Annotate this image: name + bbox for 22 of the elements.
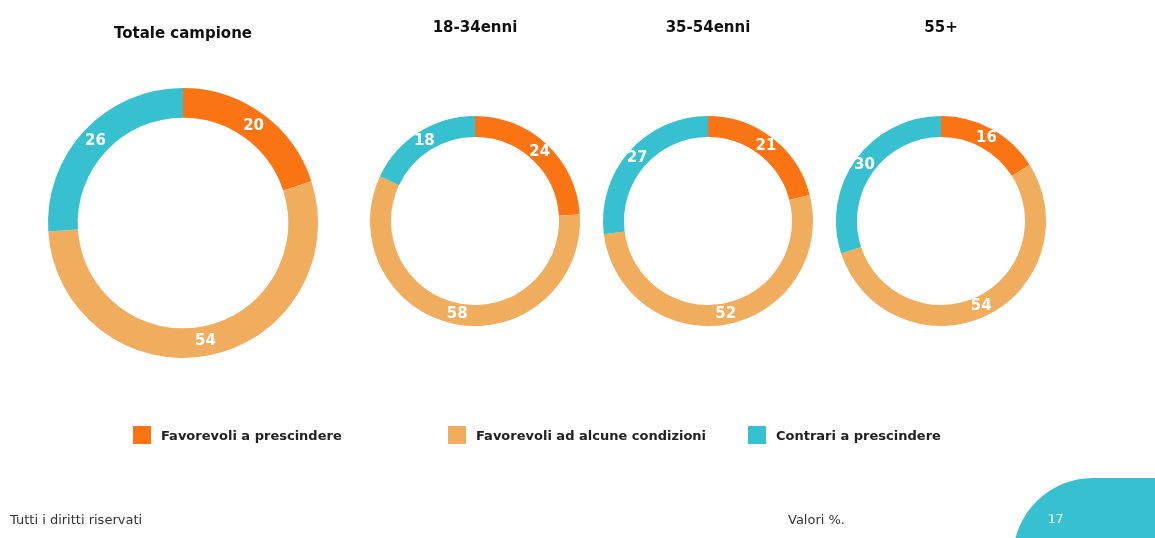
data-label: 58 [446, 303, 468, 322]
data-label: 27 [626, 148, 648, 167]
data-label: 30 [854, 155, 875, 174]
text: Valori %. [788, 512, 845, 527]
legend-label: Contrari a prescindere [776, 427, 941, 443]
legend-label: Favorevoli ad alcune condizioni [476, 427, 707, 443]
data-label: 20 [243, 115, 265, 134]
data-label: 54 [195, 330, 216, 349]
data-label: 18 [413, 131, 435, 150]
text: Tutti i diritti riservati [10, 512, 143, 527]
data-label: 16 [976, 128, 997, 147]
text: 17 [1048, 512, 1064, 526]
chart-title: Totale campione [112, 24, 254, 42]
chart-title: 35-54enni [664, 18, 752, 36]
data-label: 52 [715, 303, 737, 322]
chart-title: 18-34enni [431, 18, 519, 36]
data-label: 21 [755, 136, 777, 155]
data-label: 26 [84, 130, 106, 149]
chart-title: 55+ [923, 18, 959, 36]
data-label: 24 [529, 142, 551, 160]
data-label: 54 [970, 296, 992, 315]
legend-label: Favorevoli a prescindere [161, 427, 342, 443]
